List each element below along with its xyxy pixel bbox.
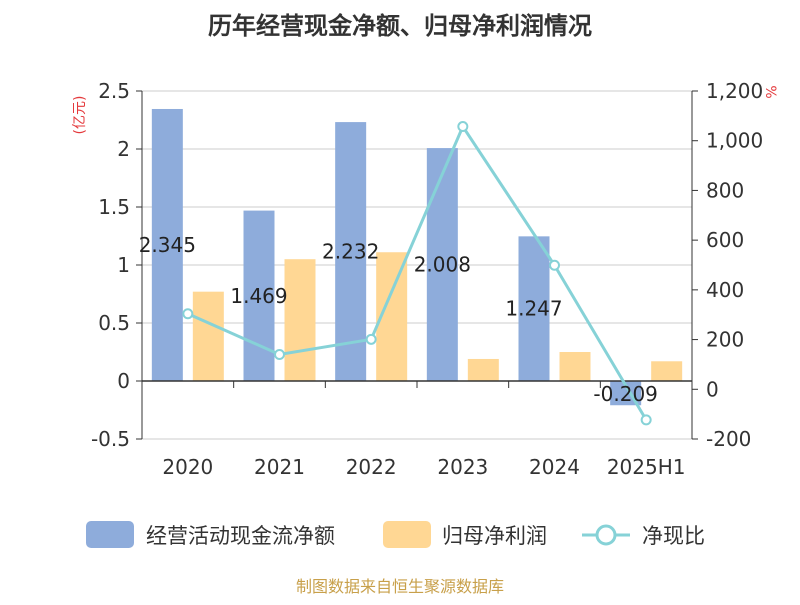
legend-swatch-cashflow (86, 521, 134, 548)
bar-cashflow-2023[interactable] (426, 148, 458, 381)
x-axis-tick-label-2024: 2024 (529, 455, 580, 479)
legend-label-ratio: 净现比 (642, 524, 705, 548)
right-axis-tick-label: 800 (706, 178, 744, 202)
ratio-point-2020[interactable] (182, 308, 194, 320)
ratio-point-2022[interactable] (365, 333, 377, 345)
left-axis-tick-label: 1.5 (98, 195, 130, 219)
legend-label-profit: 归母净利润 (442, 524, 547, 548)
left-axis-tick-label: -0.5 (91, 427, 130, 451)
bar-profit-2025H1[interactable] (651, 361, 683, 381)
legend-swatch-profit (383, 521, 431, 548)
axes: -0.5 0 0.5 1 1.5 2 2.5 -200 0 200 400 600 800 1,000 1,… (91, 79, 763, 479)
x-axis-tick-label-2022: 2022 (346, 455, 397, 479)
ratio-point-2023[interactable] (457, 121, 469, 133)
left-axis-tick-label: 0 (117, 369, 130, 393)
right-axis-tick-label: 400 (706, 278, 744, 302)
ratio-point-2021[interactable] (274, 348, 285, 360)
bar-cashflow-2022[interactable] (335, 122, 367, 381)
bar-cashflow-2021[interactable] (243, 210, 275, 381)
bar-profit-2023[interactable] (467, 358, 499, 381)
x-axis-tick-label-2023: 2023 (437, 455, 488, 479)
bar-profit-2020[interactable] (192, 291, 224, 381)
data-label-cashflow-2023: 2.008 (414, 253, 471, 277)
legend-marker-ratio (595, 524, 617, 546)
data-label-cashflow-2025H1: -0.209 (593, 382, 657, 406)
left-axis-tick-label: 2 (117, 137, 130, 161)
left-axis-tick-label: 0.5 (98, 311, 130, 335)
data-labels: 2.345 1.469 2.232 2.008 1.247 -0.209 (139, 233, 658, 406)
left-axis-unit: (亿元) (72, 96, 88, 135)
data-label-cashflow-2022: 2.232 (322, 240, 379, 264)
left-axis-tick-label: 2.5 (98, 79, 130, 103)
chart-title: 历年经营现金净额、归母净利润情况 (208, 12, 592, 40)
bar-cashflow-2020[interactable] (151, 108, 183, 381)
x-axis-tick-label-2020: 2020 (162, 455, 213, 479)
x-axis-tick-label-2021: 2021 (254, 455, 305, 479)
data-label-cashflow-2024: 1.247 (505, 297, 562, 321)
legend-label-cashflow: 经营活动现金流净额 (146, 524, 335, 548)
ratio-point-2024[interactable] (549, 259, 560, 271)
ratio-line-path (187, 123, 648, 421)
right-axis-unit: % (762, 85, 778, 98)
legend-item-ratio[interactable]: 净现比 (582, 524, 705, 548)
data-label-cashflow-2021: 1.469 (230, 284, 287, 308)
ratio-line (182, 121, 652, 426)
x-axis-tick-label-2025H1: 2025H1 (607, 455, 686, 479)
legend-item-profit[interactable]: 归母净利润 (383, 521, 547, 548)
right-axis-tick-label: -200 (706, 427, 751, 451)
bar-profit-2024[interactable] (559, 352, 591, 381)
bar-profit-2021[interactable] (284, 259, 316, 381)
right-axis-tick-label: 600 (706, 228, 744, 252)
right-axis-tick-label: 0 (706, 377, 719, 401)
bars (151, 108, 683, 406)
left-axis-tick-label: 1 (117, 253, 130, 277)
grid-lines (142, 90, 692, 440)
right-axis-tick-label: 1,200 (706, 79, 763, 103)
ratio-point-2025H1[interactable] (640, 414, 652, 426)
legend: 经营活动现金流净额 归母净利润 净现比 (86, 521, 705, 548)
right-axis-tick-label: 1,000 (706, 129, 763, 153)
legend-item-cashflow[interactable]: 经营活动现金流净额 (86, 521, 335, 548)
bar-cashflow-2024[interactable] (518, 236, 550, 381)
data-label-cashflow-2020: 2.345 (139, 233, 196, 257)
source-note: 制图数据来自恒生聚源数据库 (296, 577, 504, 596)
right-axis-tick-label: 200 (706, 328, 744, 352)
